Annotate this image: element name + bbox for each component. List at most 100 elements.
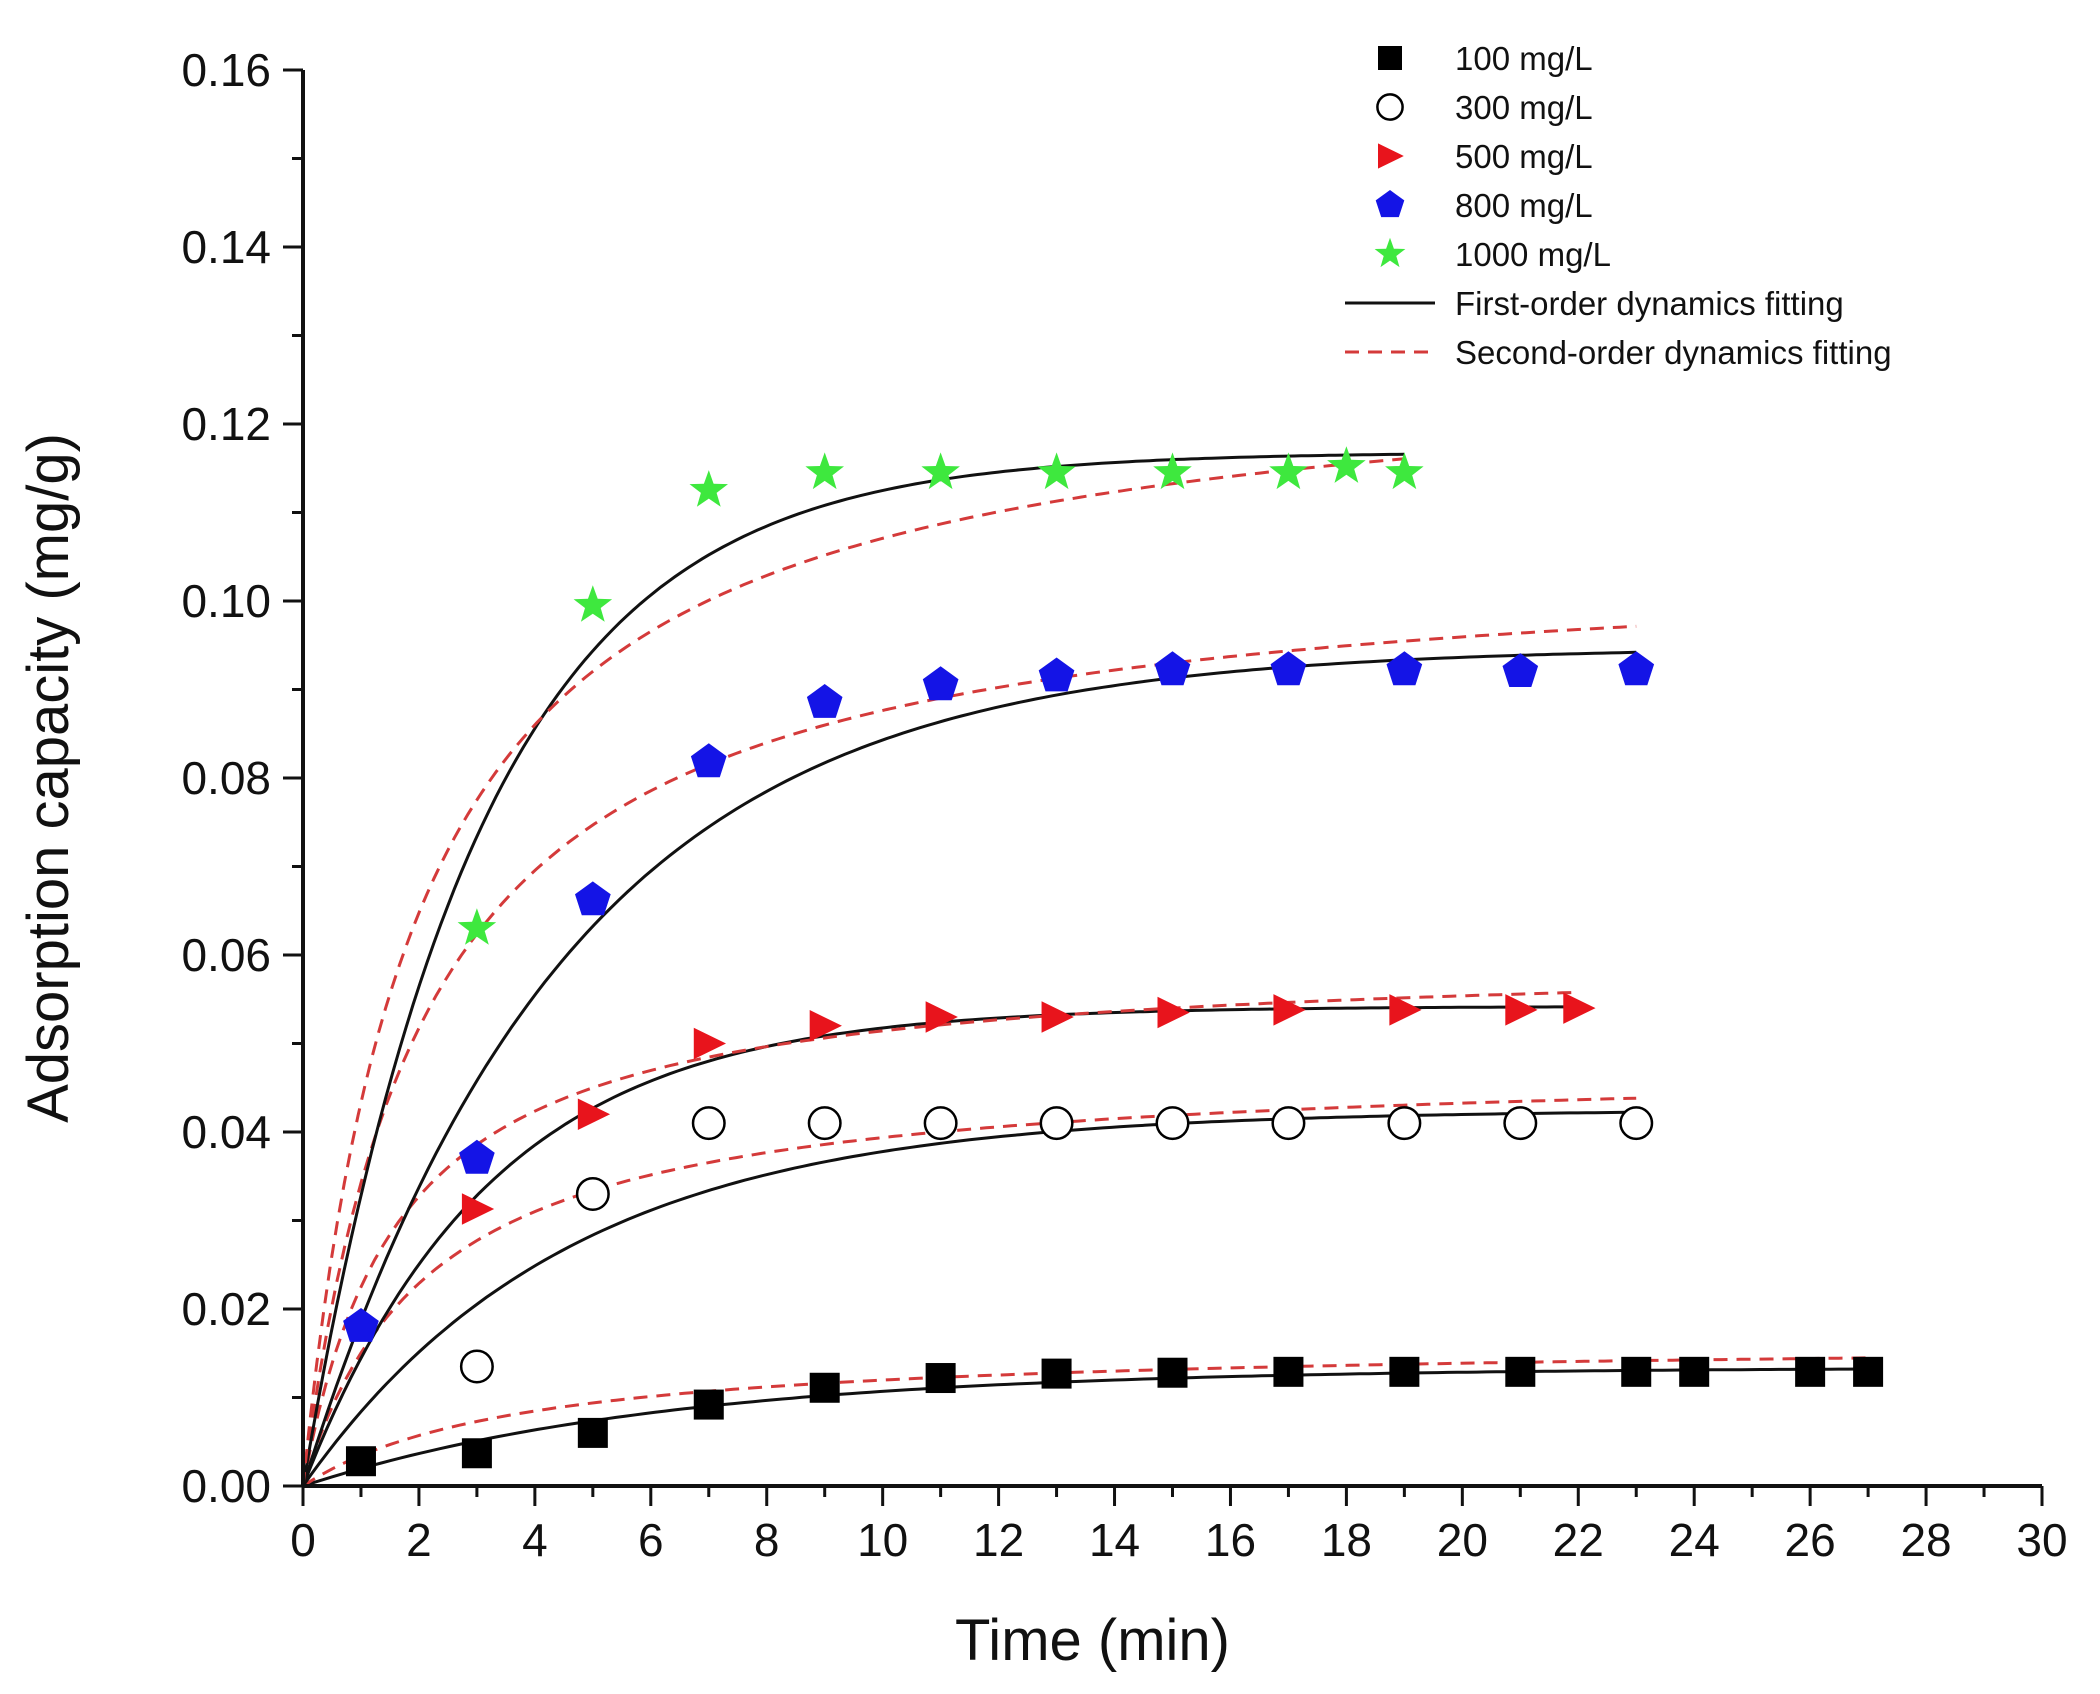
- legend-label: First-order dynamics fitting: [1455, 285, 1844, 322]
- x-tick-label: 8: [754, 1514, 780, 1566]
- legend-label: 500 mg/L: [1455, 138, 1593, 175]
- data-point-triangle-right: [577, 1098, 611, 1131]
- data-point-square: [577, 1417, 608, 1448]
- data-point-star: [1153, 452, 1192, 490]
- data-point-circle-open: [1387, 1106, 1422, 1141]
- legend-label: 300 mg/L: [1455, 89, 1593, 126]
- data-point-star: [805, 452, 844, 490]
- data-point-circle-open: [691, 1106, 726, 1141]
- first-order-fit-line: [301, 1110, 1637, 1487]
- data-point-circle-open: [1619, 1106, 1654, 1141]
- second-order-fit-line: [301, 1096, 1637, 1487]
- data-point-circle-open: [459, 1349, 494, 1384]
- x-tick-label: 18: [1321, 1514, 1372, 1566]
- data-point-pentagon: [690, 743, 727, 778]
- x-tick-label: 20: [1437, 1514, 1488, 1566]
- first-order-fit-line: [302, 1367, 1869, 1488]
- second-order-fit-line: [301, 457, 1405, 1487]
- data-point-circle-open: [923, 1106, 958, 1141]
- legend-label: 100 mg/L: [1455, 40, 1593, 77]
- legend-label: Second-order dynamics fitting: [1455, 334, 1892, 371]
- y-tick-label: 0.12: [181, 398, 271, 450]
- y-axis-title: Adsorption capacity (mg/g): [16, 433, 81, 1123]
- data-point-pentagon: [1038, 657, 1075, 692]
- x-tick-label: 16: [1205, 1514, 1256, 1566]
- data-point-triangle-right: [693, 1027, 727, 1060]
- data-markers: [343, 446, 1884, 1477]
- x-tick-label: 22: [1553, 1514, 1604, 1566]
- data-point-circle-open: [1271, 1106, 1306, 1141]
- data-point-square: [1505, 1356, 1536, 1387]
- data-point-pentagon: [1502, 653, 1539, 687]
- x-tick-label: 26: [1785, 1514, 1836, 1566]
- y-tick-label: 0.16: [181, 44, 271, 96]
- legend-marker-square: [1378, 46, 1402, 70]
- data-point-triangle-right: [1041, 1001, 1074, 1033]
- data-point-square: [1853, 1356, 1884, 1387]
- data-point-pentagon: [806, 684, 843, 718]
- data-point-pentagon: [1154, 651, 1191, 686]
- data-point-pentagon: [922, 666, 959, 701]
- second-order-fit-line: [301, 624, 1637, 1487]
- data-point-triangle-right: [1273, 994, 1306, 1026]
- data-point-triangle-right: [1563, 992, 1596, 1024]
- data-point-circle-open: [1155, 1106, 1190, 1141]
- data-point-triangle-right: [1505, 994, 1538, 1026]
- first-order-fit-line: [301, 1005, 1579, 1487]
- x-tick-label: 2: [406, 1514, 432, 1566]
- axes: 0 2 4 6 8 10 12 14 16 18 20 22 24 26 28 300.000.020.040…: [181, 44, 2067, 1566]
- data-point-triangle-right: [1157, 996, 1190, 1029]
- y-tick-label: 0.14: [181, 221, 271, 273]
- y-tick-label: 0.04: [181, 1106, 271, 1158]
- legend-marker-circle-open: [1376, 93, 1404, 121]
- data-point-square: [461, 1438, 492, 1469]
- data-point-star: [1385, 452, 1424, 490]
- y-tick-label: 0.00: [181, 1460, 271, 1512]
- y-tick-label: 0.02: [181, 1283, 271, 1335]
- data-point-square: [1273, 1356, 1304, 1387]
- x-axis-title: Time (min): [955, 1608, 1230, 1673]
- data-point-star: [921, 452, 960, 490]
- y-tick-label: 0.10: [181, 575, 271, 627]
- x-tick-label: 24: [1669, 1514, 1720, 1566]
- legend-marker-triangle-right: [1378, 143, 1404, 169]
- data-point-circle-open: [575, 1176, 610, 1211]
- data-point-star: [1327, 446, 1366, 483]
- legend-label: 800 mg/L: [1455, 187, 1593, 224]
- data-point-square: [1389, 1356, 1420, 1387]
- data-point-triangle-right: [809, 1010, 842, 1042]
- data-point-circle-open: [1039, 1106, 1074, 1141]
- x-tick-label: 10: [857, 1514, 908, 1566]
- data-point-pentagon: [575, 881, 611, 916]
- data-point-triangle-right: [461, 1193, 495, 1225]
- data-point-pentagon: [343, 1308, 379, 1342]
- y-tick-label: 0.06: [181, 929, 271, 981]
- data-point-square: [1679, 1356, 1710, 1387]
- data-point-pentagon: [1270, 651, 1307, 686]
- data-point-square: [1041, 1358, 1072, 1389]
- data-point-triangle-right: [925, 1001, 958, 1033]
- data-point-star: [1037, 452, 1076, 490]
- second-order-fit-line: [302, 1356, 1869, 1488]
- legend: 100 mg/L 300 mg/L 500 mg/L 800 mg/L 1000 mg/…: [1345, 40, 1892, 371]
- legend-marker-star: [1374, 237, 1406, 268]
- data-point-star: [689, 470, 728, 507]
- y-tick-label: 0.08: [181, 752, 271, 804]
- data-point-star: [573, 585, 613, 622]
- data-point-square: [809, 1372, 840, 1403]
- data-point-circle-open: [1503, 1106, 1538, 1141]
- first-order-fit-line: [301, 452, 1405, 1487]
- data-point-pentagon: [459, 1139, 495, 1174]
- data-point-circle-open: [807, 1106, 842, 1141]
- data-point-square: [1157, 1357, 1188, 1388]
- data-point-square: [1621, 1356, 1652, 1387]
- x-tick-label: 30: [2016, 1514, 2067, 1566]
- fit-curves: [301, 452, 1869, 1488]
- legend-label: 1000 mg/L: [1455, 236, 1611, 273]
- x-tick-label: 6: [638, 1514, 664, 1566]
- legend-marker-pentagon: [1375, 190, 1405, 218]
- data-point-square: [345, 1446, 376, 1477]
- data-point-triangle-right: [1389, 994, 1422, 1026]
- data-point-square: [925, 1363, 956, 1394]
